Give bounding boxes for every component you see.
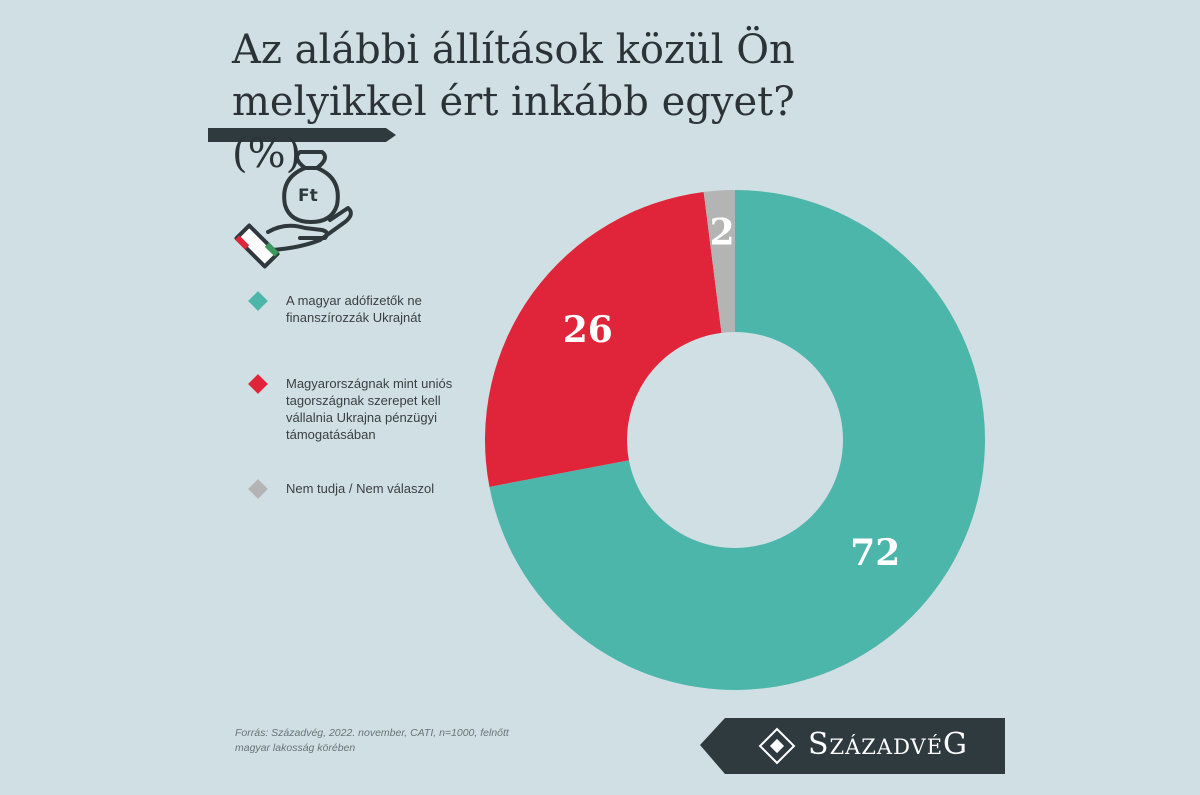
chart-title: Az alábbi állítások közül Ön melyikkel é… <box>232 27 795 177</box>
legend-marker <box>248 374 268 394</box>
donut-segment <box>484 191 722 487</box>
brand-banner <box>700 718 1005 774</box>
value-label: 26 <box>563 309 613 351</box>
legend-label: Nem tudja / Nem válaszol <box>286 481 435 496</box>
value-label: 2 <box>710 211 735 253</box>
value-label: 72 <box>850 532 900 574</box>
legend-label: Magyarországnak mint uniós tagországnak … <box>286 376 453 442</box>
donut-segment <box>489 190 986 690</box>
legend-label: A magyar adófizetők ne finanszírozzák Uk… <box>286 293 422 325</box>
brand-logo <box>758 727 796 765</box>
money-icon <box>234 150 353 269</box>
source-note: Forrás: Századvég, 2022. november, CATI,… <box>235 727 509 754</box>
icon-label: Ft <box>298 186 318 206</box>
legend-marker <box>248 291 268 311</box>
title-underline <box>208 128 396 142</box>
brand-name: SzázadvéG <box>808 727 968 762</box>
legend-marker <box>248 479 268 499</box>
donut-segment <box>703 190 735 333</box>
